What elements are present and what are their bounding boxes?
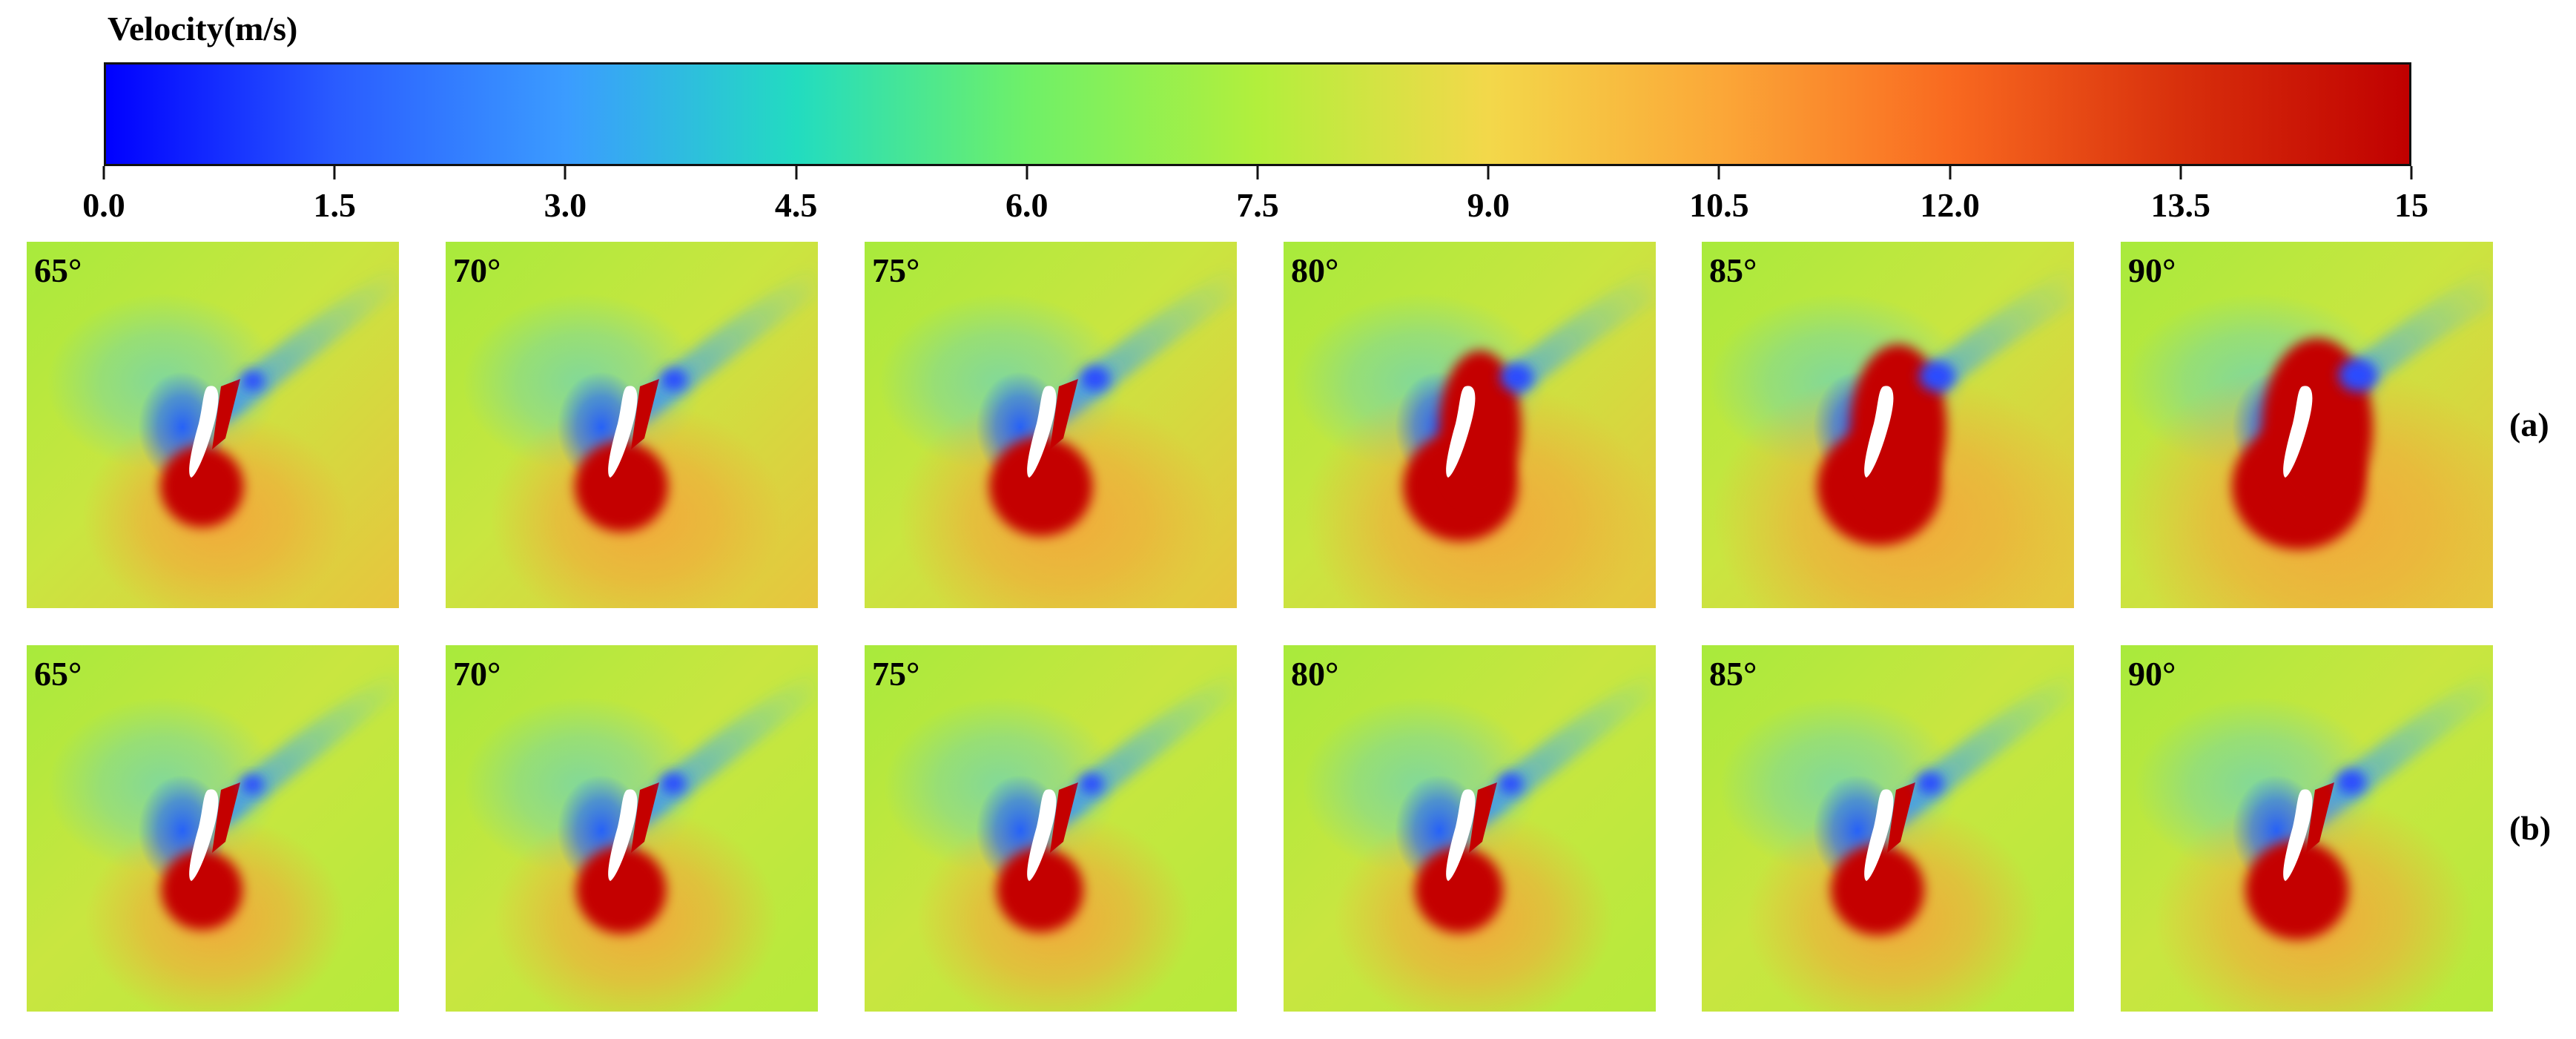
contour-panel-a-6: 90°: [2121, 242, 2493, 608]
colorbar-tick-label: 9.0: [1467, 186, 1510, 224]
contour-panel-b-5: 85°: [1702, 645, 2074, 1012]
colorbar-tick: [1256, 166, 1259, 179]
colorbar-tick: [1717, 166, 1720, 179]
angle-label: 70°: [453, 655, 501, 693]
colorbar-tick: [1026, 166, 1028, 179]
colorbar-tick: [2410, 166, 2413, 179]
angle-label: 80°: [1291, 251, 1339, 289]
colorbar-tick: [2179, 166, 2182, 179]
colorbar-tick-labels: 0.0 1.5 3.0 4.5 6.0 7.5 9.0 10.5 12.0 13.5 15: [82, 185, 2428, 230]
colorbar-tick: [102, 166, 105, 179]
colorbar-tick-label: 1.5: [313, 186, 356, 224]
contour-panel-a-3: 75°: [865, 242, 1237, 608]
colorbar-tick-label: 0.0: [82, 186, 125, 224]
colorbar-tick-label: 15: [2394, 186, 2428, 224]
angle-label: 85°: [1709, 251, 1757, 289]
angle-label: 75°: [872, 251, 920, 289]
contour-panel-b-3: 75°: [865, 645, 1237, 1012]
contour-panel-a-5: 85°: [1702, 242, 2074, 608]
contour-panel-b-2: 70°: [446, 645, 818, 1012]
colorbar-tick: [564, 166, 567, 179]
colorbar-tick-label: 6.0: [1005, 186, 1048, 224]
colorbar-tick: [1949, 166, 1952, 179]
colorbar-tick: [795, 166, 798, 179]
colorbar-tick-label: 12.0: [1920, 186, 1980, 224]
colorbar-tick: [1487, 166, 1490, 179]
angle-label: 80°: [1291, 655, 1339, 693]
angle-label: 75°: [872, 655, 920, 693]
angle-label: 65°: [34, 655, 82, 693]
contour-panel-a-2: 70°: [446, 242, 818, 608]
colorbar-tick-label: 10.5: [1689, 186, 1749, 224]
colorbar-tick-label: 3.0: [544, 186, 587, 224]
colorbar-ticks: [102, 166, 2413, 181]
contour-panel-b-1: 65°: [27, 645, 399, 1012]
contour-panel-b-4: 80°: [1284, 645, 1656, 1012]
velocity-colorbar: [104, 62, 2411, 166]
angle-label: 90°: [2128, 251, 2176, 289]
angle-label: 70°: [453, 251, 501, 289]
contour-panel-b-6: 90°: [2121, 645, 2493, 1012]
angle-label: 85°: [1709, 655, 1757, 693]
colorbar-title: Velocity(m/s): [108, 10, 298, 47]
row-label-a: (a): [2509, 406, 2549, 443]
colorbar-tick-label: 7.5: [1236, 186, 1279, 224]
row-label-b: (b): [2509, 809, 2552, 847]
contour-panel-a-1: 65°: [27, 242, 399, 608]
angle-label: 65°: [34, 251, 82, 289]
colorbar-tick: [333, 166, 336, 179]
colorbar-tick-label: 4.5: [774, 186, 818, 224]
colorbar-tick-label: 13.5: [2150, 186, 2211, 224]
angle-label: 90°: [2128, 655, 2176, 693]
contour-panel-a-4: 80°: [1284, 242, 1656, 608]
